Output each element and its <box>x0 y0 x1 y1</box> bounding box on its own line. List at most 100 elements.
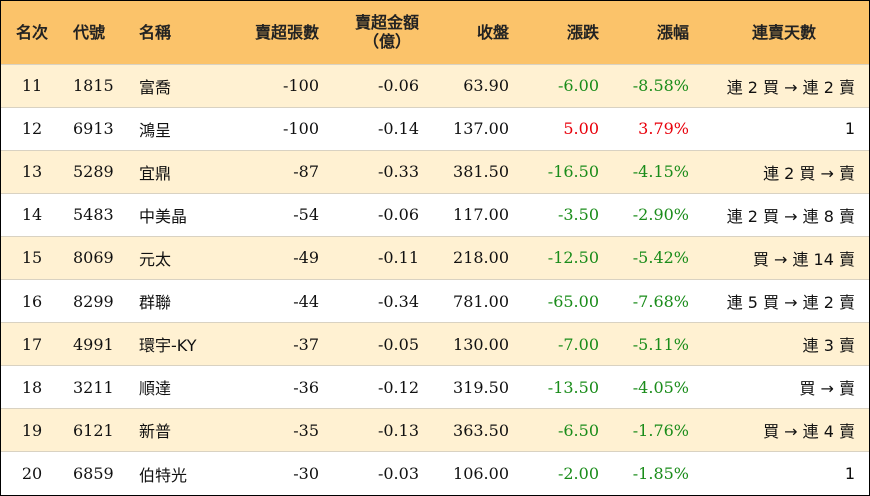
change-cell: -2.00 <box>557 464 599 484</box>
header-net-amount-line1: 賣超金額 <box>354 13 419 33</box>
header-name: 名稱 <box>139 22 172 42</box>
rank-cell: 16 <box>21 291 43 311</box>
change-pct-cell: -5.11% <box>632 334 689 354</box>
change-pct-cell: -4.15% <box>632 162 689 182</box>
net-amount-cell: -0.06 <box>377 205 419 225</box>
header-close: 收盤 <box>476 22 509 42</box>
rank-cell: 15 <box>21 248 43 268</box>
table-row[interactable]: 17 4991 環宇-KY -37 -0.05 130.00 -7.00 -5.11% 連 3 … <box>1 322 869 366</box>
change-pct-cell: -8.58% <box>632 76 689 96</box>
net-lots-cell: -49 <box>293 248 319 268</box>
table-row[interactable]: 19 6121 新普 -35 -0.13 363.50 -6.50 -1.76% 買 → 連 4… <box>1 408 869 452</box>
name-cell: 順達 <box>139 379 172 399</box>
change-pct-cell: -4.05% <box>632 377 689 397</box>
net-lots-cell: -35 <box>293 420 319 440</box>
name-cell: 群聯 <box>139 293 172 313</box>
net-lots-cell: -54 <box>293 205 319 225</box>
net-amount-cell: -0.14 <box>377 119 419 139</box>
change-cell: -7.00 <box>557 334 599 354</box>
net-amount-cell: -0.34 <box>377 291 419 311</box>
net-amount-cell: -0.12 <box>377 377 419 397</box>
net-lots-cell: -44 <box>293 291 319 311</box>
change-cell: -12.50 <box>547 248 599 268</box>
rank-cell: 12 <box>21 119 43 139</box>
streak-cell: 連 5 買 → 連 2 賣 <box>726 293 855 313</box>
close-cell: 363.50 <box>453 420 509 440</box>
change-pct-cell: -2.90% <box>632 205 689 225</box>
rank-cell: 14 <box>21 205 43 225</box>
code-cell: 3211 <box>73 377 114 397</box>
name-cell: 新普 <box>139 422 172 442</box>
close-cell: 218.00 <box>453 248 509 268</box>
table-row[interactable]: 11 1815 富喬 -100 -0.06 63.90 -6.00 -8.58% 連 2 買 →… <box>1 64 869 108</box>
table-row[interactable]: 12 6913 鴻呈 -100 -0.14 137.00 5.00 3.79% 1 <box>1 107 869 151</box>
change-cell: -13.50 <box>547 377 599 397</box>
name-cell: 鴻呈 <box>139 120 172 140</box>
change-cell: -6.50 <box>557 420 599 440</box>
net-amount-cell: -0.03 <box>377 464 419 484</box>
close-cell: 137.00 <box>453 119 509 139</box>
rank-cell: 11 <box>21 76 43 96</box>
table-row[interactable]: 18 3211 順達 -36 -0.12 319.50 -13.50 -4.05% 買 → 賣 <box>1 365 869 409</box>
close-cell: 63.90 <box>463 76 509 96</box>
code-cell: 4991 <box>73 334 114 354</box>
table-row[interactable]: 15 8069 元太 -49 -0.11 218.00 -12.50 -5.42% 買 → 連 … <box>1 236 869 280</box>
close-cell: 381.50 <box>453 162 509 182</box>
table-row[interactable]: 20 6859 伯特光 -30 -0.03 106.00 -2.00 -1.85% 1 <box>1 451 869 495</box>
name-cell: 中美晶 <box>139 206 188 226</box>
close-cell: 117.00 <box>453 205 509 225</box>
rank-cell: 20 <box>21 464 43 484</box>
header-rank: 名次 <box>15 22 48 42</box>
net-amount-cell: -0.11 <box>377 248 419 268</box>
code-cell: 6913 <box>73 119 114 139</box>
change-cell: -16.50 <box>547 162 599 182</box>
net-lots-cell: -100 <box>283 76 319 96</box>
close-cell: 106.00 <box>453 464 509 484</box>
change-pct-cell: -1.76% <box>632 420 689 440</box>
table-row[interactable]: 14 5483 中美晶 -54 -0.06 117.00 -3.50 -2.90% 連 2 買 … <box>1 193 869 237</box>
net-lots-cell: -100 <box>283 119 319 139</box>
streak-cell: 連 2 買 → 賣 <box>763 163 855 183</box>
streak-cell: 連 3 賣 <box>802 336 855 356</box>
rank-cell: 19 <box>21 420 43 440</box>
code-cell: 1815 <box>73 76 114 96</box>
change-pct-cell: -7.68% <box>632 291 689 311</box>
rank-cell: 17 <box>21 334 43 354</box>
change-cell: -65.00 <box>547 291 599 311</box>
change-cell: -3.50 <box>557 205 599 225</box>
streak-cell: 1 <box>844 464 855 484</box>
change-pct-cell: 3.79% <box>638 119 689 139</box>
header-net-amount-line2: （億） <box>362 32 411 52</box>
code-cell: 8299 <box>73 291 114 311</box>
table-header-row: 名次 代號 名稱 賣超張數 賣超金額 （億） 收盤 漲跌 漲幅 連賣天數 <box>1 1 869 64</box>
code-cell: 6859 <box>73 464 114 484</box>
header-streak: 連賣天數 <box>751 22 816 42</box>
name-cell: 伯特光 <box>139 465 188 485</box>
rank-cell: 18 <box>21 377 43 397</box>
net-amount-cell: -0.06 <box>377 76 419 96</box>
change-cell: -6.00 <box>557 76 599 96</box>
streak-cell: 1 <box>844 119 855 139</box>
code-cell: 8069 <box>73 248 114 268</box>
net-lots-cell: -87 <box>293 162 319 182</box>
net-lots-cell: -36 <box>293 377 319 397</box>
table-row[interactable]: 13 5289 宜鼎 -87 -0.33 381.50 -16.50 -4.15% 連 2 買 … <box>1 150 869 194</box>
net-amount-cell: -0.13 <box>377 420 419 440</box>
close-cell: 130.00 <box>453 334 509 354</box>
name-cell: 宜鼎 <box>139 163 172 183</box>
net-amount-cell: -0.05 <box>377 334 419 354</box>
header-code: 代號 <box>73 22 106 42</box>
header-net-amount: 賣超金額 （億） <box>329 1 429 64</box>
code-cell: 5289 <box>73 162 114 182</box>
streak-cell: 買 → 連 4 賣 <box>763 422 855 442</box>
close-cell: 319.50 <box>453 377 509 397</box>
table-row[interactable]: 16 8299 群聯 -44 -0.34 781.00 -65.00 -7.68% 連 5 買 … <box>1 279 869 323</box>
net-lots-cell: -37 <box>293 334 319 354</box>
code-cell: 6121 <box>73 420 114 440</box>
close-cell: 781.00 <box>453 291 509 311</box>
net-amount-cell: -0.33 <box>377 162 419 182</box>
change-cell: 5.00 <box>563 119 599 139</box>
change-pct-cell: -1.85% <box>632 464 689 484</box>
